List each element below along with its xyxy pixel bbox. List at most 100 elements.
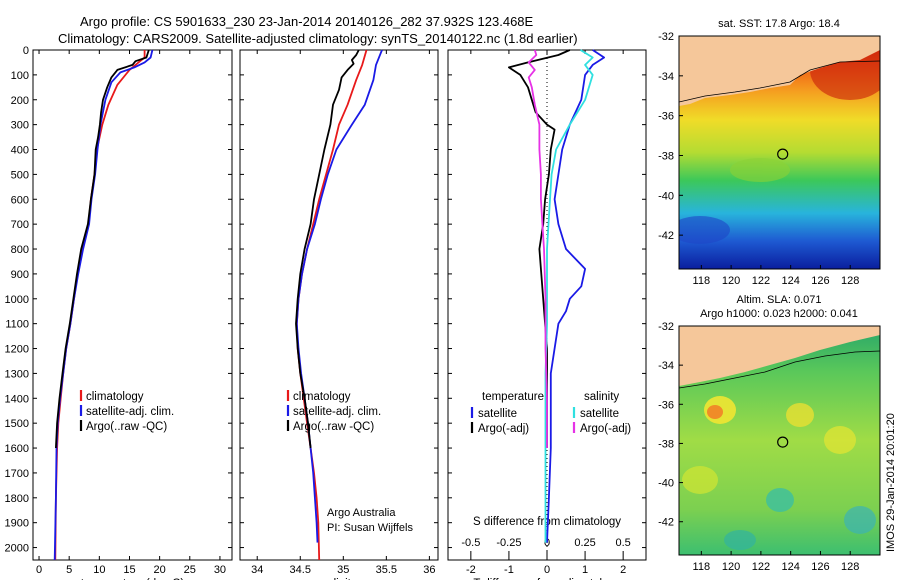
map-y-tick-label: -40 bbox=[658, 478, 674, 490]
x-axis-label: temperature (deg C) bbox=[81, 578, 185, 580]
series-line-1 bbox=[53, 49, 154, 561]
y-tick-label: 200 bbox=[11, 95, 29, 107]
salinity-profile-panel: 34 34.5 35 35.5 36 salinity climatology satelli… bbox=[239, 49, 439, 580]
map-y-tick-label: -36 bbox=[658, 111, 674, 123]
y-tick-label: 500 bbox=[11, 169, 29, 181]
y-tick-label: 1900 bbox=[5, 518, 29, 530]
legend-label: climatology bbox=[293, 391, 351, 403]
y-tick-label: 1400 bbox=[5, 393, 29, 405]
legend-title-salinity: salinity bbox=[584, 391, 619, 403]
map-x-tick-label: 120 bbox=[722, 561, 740, 573]
y-tick-label: 1000 bbox=[5, 294, 29, 306]
sst-map-title: sat. SST: 17.8 Argo: 18.4 bbox=[718, 18, 840, 30]
y-tick-label: 900 bbox=[11, 269, 29, 281]
sla-map-title-line2: Argo h1000: 0.023 h2000: 0.041 bbox=[700, 308, 858, 320]
legend-label: satellite bbox=[478, 408, 517, 420]
plot-frame bbox=[239, 49, 439, 561]
map-x-tick-label: 122 bbox=[752, 561, 770, 573]
sst-contour bbox=[679, 60, 880, 103]
sla-contour bbox=[679, 350, 880, 389]
sla-land-mask bbox=[679, 326, 880, 386]
map-y-tick-label: -40 bbox=[658, 190, 674, 202]
x-axis-label: T difference from climatology bbox=[473, 578, 620, 580]
sla-eddies bbox=[682, 396, 876, 550]
legend-label: satellite-adj. clim. bbox=[86, 406, 174, 418]
map-x-tick-label: 122 bbox=[752, 275, 770, 287]
x-tick-label: 0 bbox=[544, 564, 550, 576]
x-tick-label: 20 bbox=[154, 564, 166, 576]
y-tick-label: 800 bbox=[11, 244, 29, 256]
map-y-tick-label: -32 bbox=[658, 321, 674, 333]
map-x-tick-label: 118 bbox=[693, 275, 711, 287]
x-tick-label: 30 bbox=[214, 564, 226, 576]
series-line-1 bbox=[295, 49, 383, 543]
x-tick-label: 35.5 bbox=[376, 564, 397, 576]
series-line-2 bbox=[544, 49, 594, 543]
map-x-tick-label: 124 bbox=[781, 275, 799, 287]
x-tick-label: 5 bbox=[66, 564, 72, 576]
x-tick-label: -2 bbox=[466, 564, 476, 576]
legend-label: satellite-adj. clim. bbox=[293, 406, 381, 418]
sst-map-axes: 118 120 122 124 126 128 -32 -34 -36 -38 -40 -42 bbox=[658, 31, 859, 287]
y-tick-label: 1100 bbox=[5, 319, 29, 331]
s-diff-tick-label: 0.5 bbox=[616, 537, 631, 549]
map-x-tick-label: 124 bbox=[781, 561, 799, 573]
annotation-line: PI: Susan Wijffels bbox=[327, 522, 413, 534]
series-line-2 bbox=[55, 49, 150, 449]
map-y-tick-label: -34 bbox=[658, 360, 674, 372]
y-tick-label: 1600 bbox=[5, 443, 29, 455]
figure-title-line2: Climatology: CARS2009. Satellite-adjuste… bbox=[58, 31, 578, 46]
temperature-profile-panel: 0100200300400500600700800900100011001200… bbox=[5, 45, 233, 580]
y-tick-label: 1300 bbox=[5, 368, 29, 380]
sst-land-mask bbox=[679, 36, 880, 106]
x-tick-label: 15 bbox=[123, 564, 135, 576]
y-tick-label: 1700 bbox=[5, 468, 29, 480]
map-x-tick-label: 120 bbox=[722, 275, 740, 287]
sla-argo-marker bbox=[777, 436, 789, 448]
x-tick-label: 34.5 bbox=[290, 564, 311, 576]
y-tick-label: 600 bbox=[11, 194, 29, 206]
x-tick-label: 10 bbox=[93, 564, 105, 576]
sst-argo-marker bbox=[777, 148, 789, 160]
x-tick-label: 35 bbox=[337, 564, 349, 576]
x-tick-label: 25 bbox=[184, 564, 196, 576]
y-tick-label: 100 bbox=[11, 70, 29, 82]
x-tick-label: 34 bbox=[251, 564, 263, 576]
x-tick-label: -1 bbox=[504, 564, 514, 576]
series-line-1 bbox=[507, 49, 571, 448]
map-x-tick-label: 126 bbox=[811, 561, 829, 573]
annotation-line: Argo Australia bbox=[327, 507, 396, 519]
x-tick-label: 36 bbox=[423, 564, 435, 576]
legend-label: satellite bbox=[580, 408, 619, 420]
y-tick-label: 400 bbox=[11, 145, 29, 157]
difference-profile-panel: -2 -1 0 1 2T difference from climatology -0.5… bbox=[447, 49, 647, 580]
x-tick-label: 1 bbox=[582, 564, 588, 576]
map-y-tick-label: -38 bbox=[658, 438, 674, 450]
x-tick-label: 0 bbox=[36, 564, 42, 576]
series-line-3 bbox=[527, 49, 548, 448]
map-x-tick-label: 118 bbox=[693, 561, 711, 573]
imos-watermark: IMOS 29-Jan-2014 20:01:20 bbox=[885, 413, 897, 552]
legend-label: Argo(-adj) bbox=[478, 423, 529, 435]
y-tick-label: 1800 bbox=[5, 493, 29, 505]
y-tick-label: 0 bbox=[23, 45, 29, 57]
series-line-2 bbox=[295, 49, 360, 449]
map-y-tick-label: -38 bbox=[658, 150, 674, 162]
series-line-0 bbox=[295, 49, 368, 561]
s-diff-tick-label: 0.25 bbox=[574, 537, 595, 549]
legend-label: Argo(-adj) bbox=[580, 423, 631, 435]
legend-label: Argo(..raw -QC) bbox=[293, 421, 374, 433]
legend-label: climatology bbox=[86, 391, 144, 403]
map-y-tick-label: -42 bbox=[658, 517, 674, 529]
map-y-tick-label: -34 bbox=[658, 71, 674, 83]
plot-frame bbox=[32, 49, 233, 561]
map-x-tick-label: 128 bbox=[841, 275, 859, 287]
y-tick-label: 1200 bbox=[5, 344, 29, 356]
sla-map-axes: 118 120 122 124 126 128 -32 -34 -36 -38 -40 -42 bbox=[658, 321, 859, 573]
map-y-tick-label: -36 bbox=[658, 399, 674, 411]
x-tick-label: 2 bbox=[620, 564, 626, 576]
y-tick-label: 300 bbox=[11, 120, 29, 132]
y-tick-label: 1500 bbox=[5, 418, 29, 430]
sst-map-panel: sat. SST: 17.8 Argo: 18.4 118 120 122 124 12… bbox=[658, 18, 881, 287]
